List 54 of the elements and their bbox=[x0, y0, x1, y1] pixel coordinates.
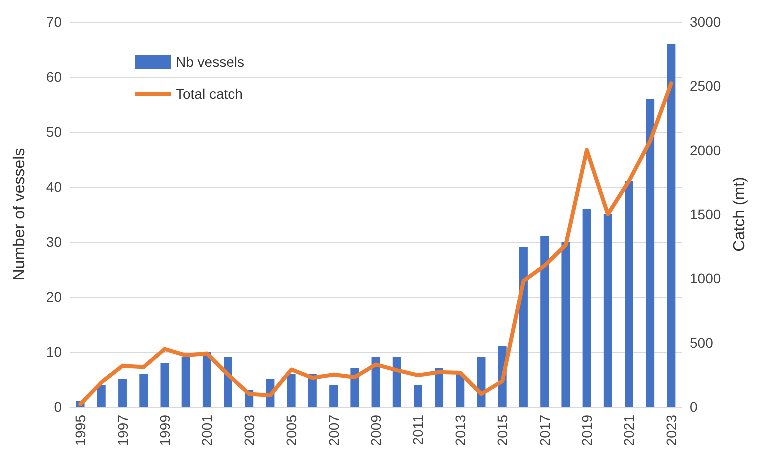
x-tick-label: 1999 bbox=[156, 414, 173, 446]
y-tick-label: 30 bbox=[46, 234, 62, 250]
y-tick-label: 10 bbox=[46, 344, 62, 360]
y-tick-label: 0 bbox=[54, 399, 62, 415]
x-tick-label: 2019 bbox=[579, 414, 596, 446]
x-tick-label: 2001 bbox=[199, 414, 216, 446]
y2-tick-label: 3000 bbox=[690, 14, 722, 30]
bar bbox=[520, 248, 528, 407]
y-tick-label: 70 bbox=[46, 14, 62, 30]
bar bbox=[540, 236, 550, 407]
y2-tick-label: 0 bbox=[690, 399, 698, 415]
y-tick-label: 20 bbox=[46, 289, 62, 305]
x-tick-label: 2009 bbox=[368, 414, 384, 446]
x-tick-label: 2007 bbox=[326, 414, 342, 446]
bar bbox=[182, 358, 190, 407]
x-tick-label: 2015 bbox=[494, 414, 511, 446]
bar bbox=[604, 214, 612, 407]
bar bbox=[414, 385, 422, 407]
bar bbox=[97, 385, 106, 407]
bar bbox=[202, 352, 212, 407]
bar bbox=[562, 242, 570, 407]
x-tick-label: 1995 bbox=[72, 414, 89, 446]
bar bbox=[392, 358, 402, 407]
y-tick-label: 60 bbox=[46, 69, 62, 85]
bar bbox=[456, 374, 465, 407]
bar bbox=[330, 385, 338, 407]
x-tick-label: 2017 bbox=[536, 414, 553, 446]
x-tick-label: 2003 bbox=[241, 414, 258, 446]
line-series bbox=[78, 82, 674, 406]
x-tick-label: 2023 bbox=[663, 414, 680, 446]
bar bbox=[646, 99, 655, 407]
x-tick-label: 1997 bbox=[114, 414, 131, 446]
y2-tick-label: 1500 bbox=[690, 206, 722, 222]
y-axis-title: Number of vessels bbox=[12, 148, 28, 281]
bar bbox=[582, 209, 592, 407]
bar bbox=[667, 44, 676, 407]
bar bbox=[625, 182, 634, 407]
x-tick-label: 2021 bbox=[621, 414, 638, 446]
x-tick-label: 2013 bbox=[452, 414, 468, 446]
legend-label: Total catch bbox=[176, 86, 243, 102]
y-tick-label: 40 bbox=[46, 179, 62, 195]
y2-tick-label: 2000 bbox=[690, 142, 722, 158]
bar bbox=[140, 374, 148, 407]
x-tick-label: 2005 bbox=[284, 414, 300, 446]
y-tick-label: 50 bbox=[46, 124, 62, 140]
x-tick-label: 2011 bbox=[410, 414, 426, 446]
bar bbox=[287, 374, 296, 407]
y2-tick-label: 500 bbox=[690, 334, 714, 351]
bar bbox=[118, 380, 127, 407]
y2-tick-label: 2500 bbox=[690, 78, 722, 94]
y2-tick-label: 1000 bbox=[690, 270, 722, 287]
bar bbox=[160, 363, 170, 407]
legend-label: Nb vessels bbox=[176, 54, 244, 70]
y2-axis-title: Catch (mt) bbox=[732, 177, 749, 252]
